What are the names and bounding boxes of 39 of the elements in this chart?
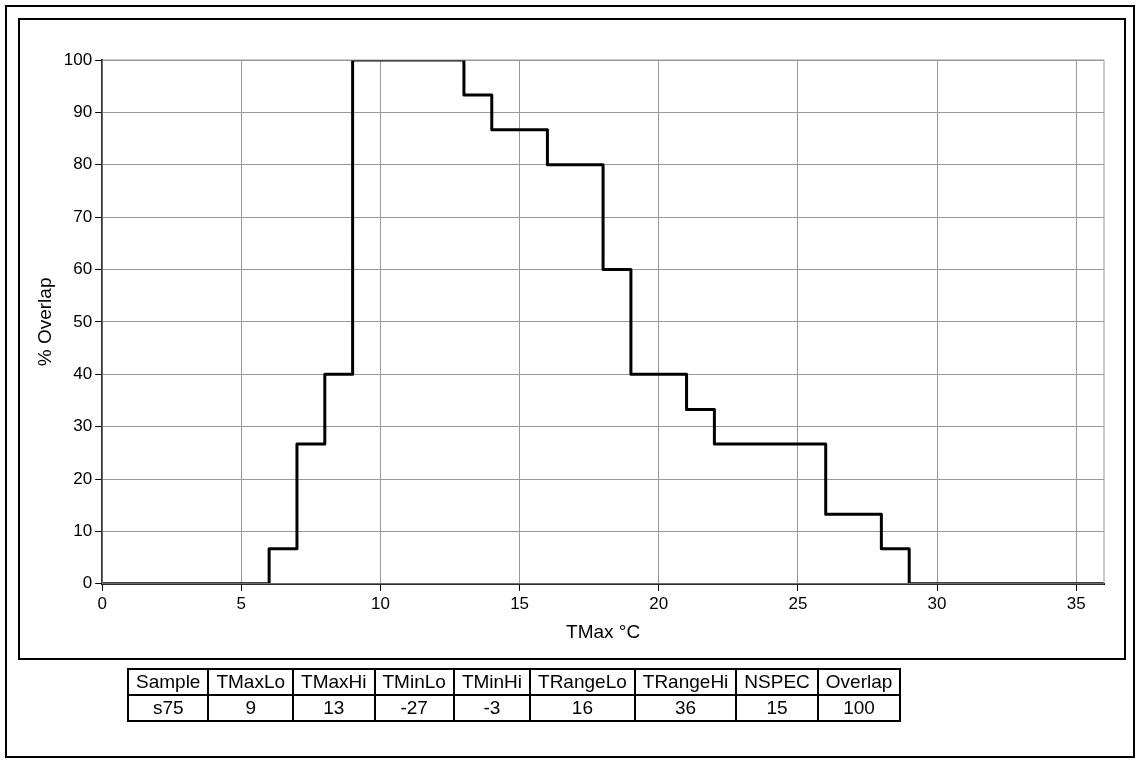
text: 100 [817, 695, 901, 721]
y-tick-label: 30 [73, 416, 93, 436]
y-tick-label: 80 [73, 154, 93, 174]
text: Sample [128, 669, 209, 695]
x-tick-label: 15 [510, 593, 530, 613]
y-tick-label: 70 [73, 206, 93, 226]
text: TMinLo [374, 669, 454, 695]
text: 36 [634, 695, 737, 721]
y-tick-label: 40 [73, 363, 93, 383]
y-tick-label: 50 [73, 311, 93, 331]
text: TMaxLo [208, 669, 294, 695]
text: Overlap [817, 669, 901, 695]
text: TRangeHi [634, 669, 737, 695]
y-tick-label: 0 [82, 573, 93, 593]
x-tick-label: 25 [788, 593, 808, 613]
text: NSPEC [736, 669, 818, 695]
y-tick-label: 10 [73, 521, 93, 541]
x-tick-label: 35 [1066, 593, 1086, 613]
x-tick-label: 10 [370, 593, 390, 613]
text: 16 [530, 695, 635, 721]
x-tick-label: 5 [236, 593, 247, 613]
y-tick-label: 100 [63, 49, 93, 69]
x-tick-label: 20 [649, 593, 669, 613]
x-tick-label: 30 [927, 593, 947, 613]
text: 13 [293, 695, 375, 721]
text: s75 [128, 695, 209, 721]
text: -27 [374, 695, 454, 721]
y-axis-title: % Overlap [33, 277, 55, 367]
text: -3 [453, 695, 531, 721]
y-tick-label: 20 [73, 468, 93, 488]
y-tick-label: 60 [73, 259, 93, 279]
text: 9 [208, 695, 294, 721]
x-axis-title: TMax °C [566, 620, 641, 642]
text: TMinHi [453, 669, 531, 695]
x-tick-label: 0 [97, 593, 107, 613]
y-tick-label: 90 [73, 102, 93, 122]
text: 15 [736, 695, 818, 721]
text: TMaxHi [293, 669, 375, 695]
text: TRangeLo [530, 669, 635, 695]
